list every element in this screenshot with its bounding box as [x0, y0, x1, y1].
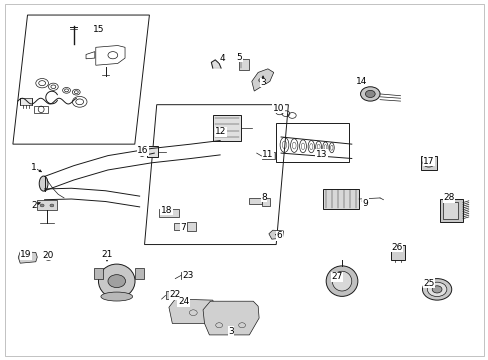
Circle shape	[360, 87, 379, 101]
Text: 17: 17	[422, 157, 434, 166]
Circle shape	[422, 158, 434, 167]
Bar	[37, 201, 57, 211]
Text: 14: 14	[355, 77, 366, 86]
Text: 19: 19	[20, 250, 32, 259]
Text: 16: 16	[137, 146, 148, 155]
Bar	[94, 268, 103, 279]
Bar	[159, 209, 178, 217]
Bar	[173, 223, 185, 230]
Bar	[212, 115, 241, 140]
Bar	[238, 59, 249, 69]
Text: 11: 11	[262, 150, 273, 159]
Bar	[135, 268, 143, 279]
Text: 23: 23	[183, 270, 194, 279]
Text: 24: 24	[178, 297, 189, 306]
Text: 2: 2	[31, 201, 37, 210]
Bar	[261, 152, 275, 159]
Bar	[420, 156, 436, 170]
Ellipse shape	[101, 292, 132, 301]
Polygon shape	[168, 299, 215, 323]
Circle shape	[40, 204, 44, 207]
Text: 21: 21	[101, 250, 112, 259]
Bar	[322, 189, 358, 210]
Text: 18: 18	[161, 206, 172, 215]
Text: 26: 26	[390, 243, 402, 252]
Circle shape	[108, 275, 125, 288]
Text: 25: 25	[422, 279, 434, 288]
Circle shape	[258, 78, 264, 82]
Text: 28: 28	[443, 193, 454, 202]
Text: 3: 3	[227, 327, 233, 336]
Polygon shape	[203, 301, 259, 335]
Polygon shape	[18, 252, 37, 263]
Bar	[181, 272, 190, 279]
Circle shape	[427, 282, 446, 297]
Polygon shape	[268, 230, 283, 239]
Circle shape	[422, 279, 451, 300]
Text: 15: 15	[92, 25, 104, 34]
Text: 22: 22	[169, 290, 181, 299]
Circle shape	[50, 204, 54, 207]
Bar	[249, 198, 261, 204]
Bar	[443, 202, 457, 220]
Text: 27: 27	[331, 272, 342, 281]
Bar	[34, 106, 48, 113]
Bar	[186, 222, 195, 231]
Bar	[147, 146, 158, 157]
Ellipse shape	[98, 264, 135, 298]
Text: 5: 5	[236, 53, 242, 62]
Bar	[276, 123, 348, 162]
Text: 20: 20	[43, 251, 54, 260]
Circle shape	[44, 255, 52, 260]
Text: 6: 6	[276, 231, 282, 240]
Circle shape	[365, 90, 374, 98]
Ellipse shape	[331, 271, 351, 291]
Bar	[20, 98, 32, 105]
Text: 9: 9	[362, 199, 367, 208]
Text: 7: 7	[180, 223, 186, 232]
Polygon shape	[211, 60, 221, 68]
Text: 12: 12	[215, 127, 226, 136]
Ellipse shape	[39, 176, 48, 191]
Text: 10: 10	[272, 104, 284, 113]
Circle shape	[431, 286, 441, 293]
Bar	[390, 245, 405, 260]
Ellipse shape	[325, 266, 357, 296]
Text: 13: 13	[315, 150, 326, 159]
Bar	[261, 198, 270, 206]
Text: 4: 4	[219, 54, 225, 63]
Bar	[439, 199, 462, 222]
Text: 1: 1	[31, 163, 37, 172]
Text: 3: 3	[260, 78, 265, 87]
Text: 8: 8	[261, 193, 266, 202]
Polygon shape	[251, 69, 273, 91]
Bar	[165, 291, 177, 299]
